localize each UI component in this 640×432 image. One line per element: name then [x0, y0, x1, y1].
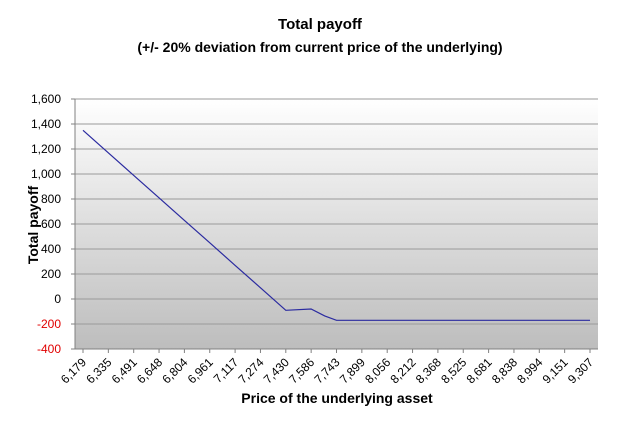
x-tick-label: 6,804	[159, 355, 190, 386]
x-tick-label: 8,212	[388, 355, 419, 386]
x-axis-ticks: 6,1796,3356,4916,6486,8046,9617,1177,274…	[58, 349, 596, 386]
x-tick-label: 7,743	[311, 355, 342, 386]
payoff-series-line	[82, 129, 590, 321]
x-tick-label: 6,335	[83, 355, 114, 386]
y-tick-label: 1,000	[31, 167, 61, 181]
y-tick-label: -400	[37, 342, 61, 356]
chart-title: Total payoff	[278, 16, 363, 33]
series-layer	[82, 129, 590, 321]
x-tick-label: 8,838	[489, 355, 520, 386]
y-tick-label: 1,600	[31, 92, 61, 106]
x-tick-label: 6,648	[134, 355, 165, 386]
x-tick-label: 6,179	[58, 355, 89, 386]
x-tick-label: 7,430	[261, 355, 292, 386]
x-tick-label: 6,961	[185, 355, 216, 386]
y-tick-label: 600	[41, 217, 61, 231]
x-tick-label: 8,525	[438, 355, 469, 386]
x-tick-label: 8,994	[514, 355, 545, 386]
x-tick-label: 9,307	[565, 355, 596, 386]
y-tick-label: 800	[41, 192, 61, 206]
x-tick-label: 8,681	[464, 355, 495, 386]
y-axis-label: Total payoff	[25, 186, 41, 265]
y-tick-label: 0	[54, 292, 61, 306]
x-tick-label: 7,899	[337, 355, 368, 386]
chart-subtitle: (+/- 20% deviation from current price of…	[137, 39, 502, 55]
x-tick-label: 9,151	[540, 355, 571, 386]
gridlines	[75, 98, 598, 350]
y-tick-label: 200	[41, 267, 61, 281]
x-tick-label: 7,117	[211, 355, 242, 386]
y-tick-label: -200	[37, 317, 61, 331]
x-tick-label: 8,368	[413, 355, 444, 386]
y-tick-label: 1,200	[31, 142, 61, 156]
x-tick-label: 7,586	[286, 355, 317, 386]
y-tick-label: 1,400	[31, 117, 61, 131]
x-tick-label: 6,491	[109, 355, 140, 386]
x-axis-label: Price of the underlying asset	[241, 390, 433, 406]
x-tick-label: 8,056	[362, 355, 393, 386]
y-tick-label: 400	[41, 242, 61, 256]
y-axis-ticks: -400 -200 0 200 400 600 800 1,000 1,200 1,400 1,60…	[31, 92, 75, 356]
x-tick-label: 7,274	[235, 355, 266, 386]
